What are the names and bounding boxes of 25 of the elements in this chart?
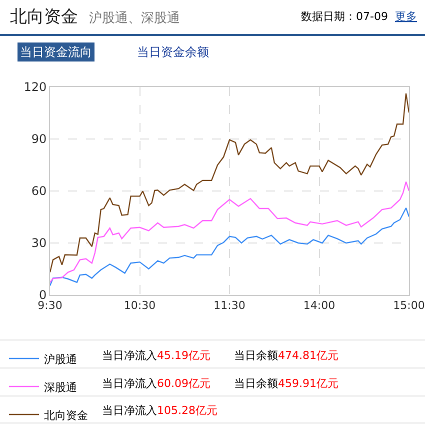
legend-label: 北向资金 [44,408,88,422]
y-tick-label: 90 [31,132,47,146]
text: 当日资金余额 [137,45,209,59]
text: 当日资金流向 [20,45,92,59]
x-tick-label: 14:00 [303,299,336,312]
chart-title: 北向资金 [10,7,78,27]
legend-label: 沪股通 [44,352,77,366]
y-tick-label: 60 [31,184,47,198]
x-tick-label: 10:30 [124,299,156,312]
text: 更多 [395,10,417,23]
text: 当日余额474.81亿元 [234,349,338,362]
line-series [50,181,409,283]
legend-label: 深股通 [44,380,77,394]
x-tick-label: 11:30 [214,299,246,312]
text: 当日净流入45.19亿元 [102,349,210,362]
text: 当日净流入105.28亿元 [102,404,218,417]
x-tick-label: 15:00 [393,299,425,312]
line-series [50,207,409,286]
text: 当日净流入60.09亿元 [102,377,210,390]
line-series [50,92,409,273]
text: 当日余额459.91亿元 [234,377,338,390]
text: 数据日期：07-09 [301,10,388,23]
y-tick-label: 120 [24,80,47,94]
y-tick-label: 30 [31,236,47,250]
chart-subtitle: 沪股通、深股通 [88,10,180,26]
